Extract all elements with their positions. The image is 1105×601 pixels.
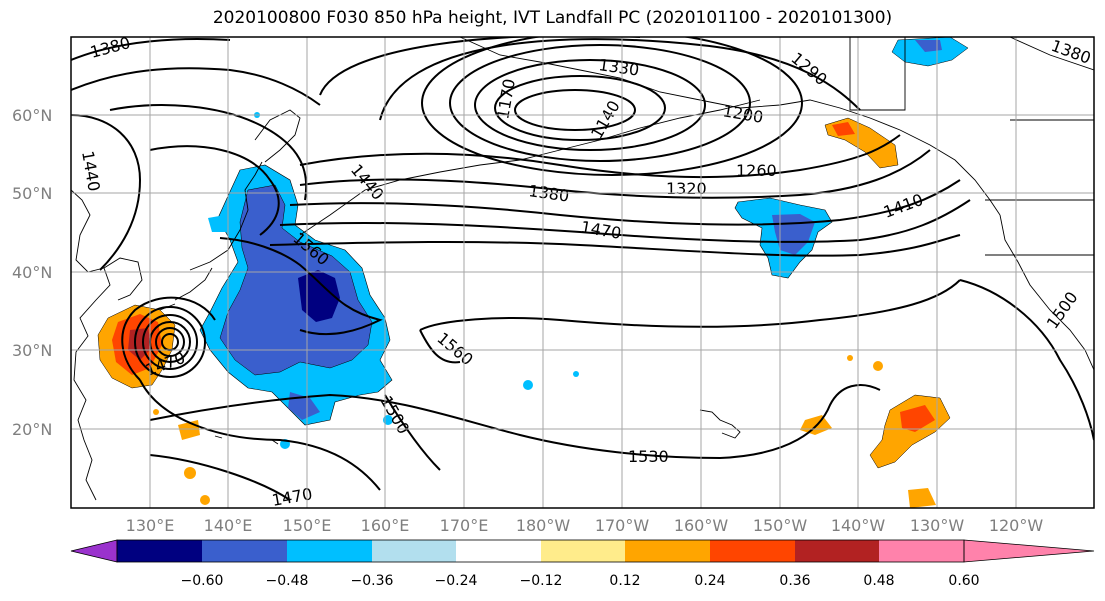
- colorbar-extend-min: [70, 539, 118, 563]
- graticule: [71, 37, 1094, 508]
- lon-label-150e: 150°E: [283, 516, 332, 535]
- lon-label-140w: 140°W: [831, 516, 886, 535]
- height-contours: [71, 37, 1094, 501]
- lon-label-160e: 160°E: [361, 516, 410, 535]
- colorbar-extend-max: [963, 539, 1095, 563]
- coastlines: [71, 37, 1094, 501]
- lon-label-180w: 180°W: [516, 516, 571, 535]
- negative-anomaly-region-east-pacific: [254, 37, 969, 390]
- lon-label-160w: 160°W: [674, 516, 729, 535]
- colorbar-tick-8: 0.36: [779, 573, 810, 589]
- colorbar-bin-2: [202, 540, 287, 562]
- lat-label-20n: 20°N: [12, 420, 52, 439]
- map-frame: [70, 36, 1095, 509]
- lon-label-170w: 170°W: [595, 516, 650, 535]
- colorbar-tick-1: −0.60: [181, 573, 224, 589]
- colorbar-tick-4: −0.24: [435, 573, 478, 589]
- contour-label-1470-south: 1470: [270, 484, 313, 510]
- colorbar-tick-10: 0.60: [948, 573, 979, 589]
- lon-label-150w: 150°W: [753, 516, 808, 535]
- negative-anomaly-region-west-pacific: [199, 164, 393, 449]
- colorbar-bin-7: [625, 540, 710, 562]
- colorbar-tick-2: −0.48: [266, 573, 309, 589]
- longitude-labels: 130°E 140°E 150°E 160°E 170°E 180°W 170°…: [126, 516, 1044, 535]
- colorbar-bin-9: [795, 540, 879, 562]
- lon-label-130w: 130°W: [910, 516, 965, 535]
- lat-label-40n: 40°N: [12, 263, 52, 282]
- contour-label-1530: 1530: [628, 447, 669, 466]
- colorbar-tick-3: −0.36: [351, 573, 394, 589]
- contour-label-1260: 1260: [736, 161, 777, 180]
- colorbar-bin-10: [879, 540, 964, 562]
- colorbar-bin-3: [287, 540, 372, 562]
- lon-label-140e: 140°E: [204, 516, 253, 535]
- colorbar-bin-1: [117, 540, 202, 562]
- latitude-labels: 60°N 50°N 40°N 30°N 20°N: [12, 106, 52, 439]
- lat-label-30n: 30°N: [12, 341, 52, 360]
- colorbar: −0.60 −0.48 −0.36 −0.24 −0.12 0.12 0.24 …: [70, 539, 1095, 589]
- colorbar-bin-4: [372, 540, 456, 562]
- lat-label-60n: 60°N: [12, 106, 52, 125]
- colorbar-tick-5: −0.12: [520, 573, 563, 589]
- colorbar-tick-7: 0.24: [694, 573, 725, 589]
- lon-label-130e: 130°E: [126, 516, 175, 535]
- lon-label-170e: 170°E: [440, 516, 489, 535]
- map-title: 2020100800 F030 850 hPa height, IVT Land…: [212, 8, 893, 28]
- colorbar-bin-8: [710, 540, 795, 562]
- colorbar-tick-6: 0.12: [609, 573, 640, 589]
- colorbar-bin-5: [456, 540, 541, 562]
- lat-label-50n: 50°N: [12, 184, 52, 203]
- colorbar-bin-6: [541, 540, 625, 562]
- colorbar-tick-9: 0.48: [863, 573, 894, 589]
- lon-label-120w: 120°W: [989, 516, 1044, 535]
